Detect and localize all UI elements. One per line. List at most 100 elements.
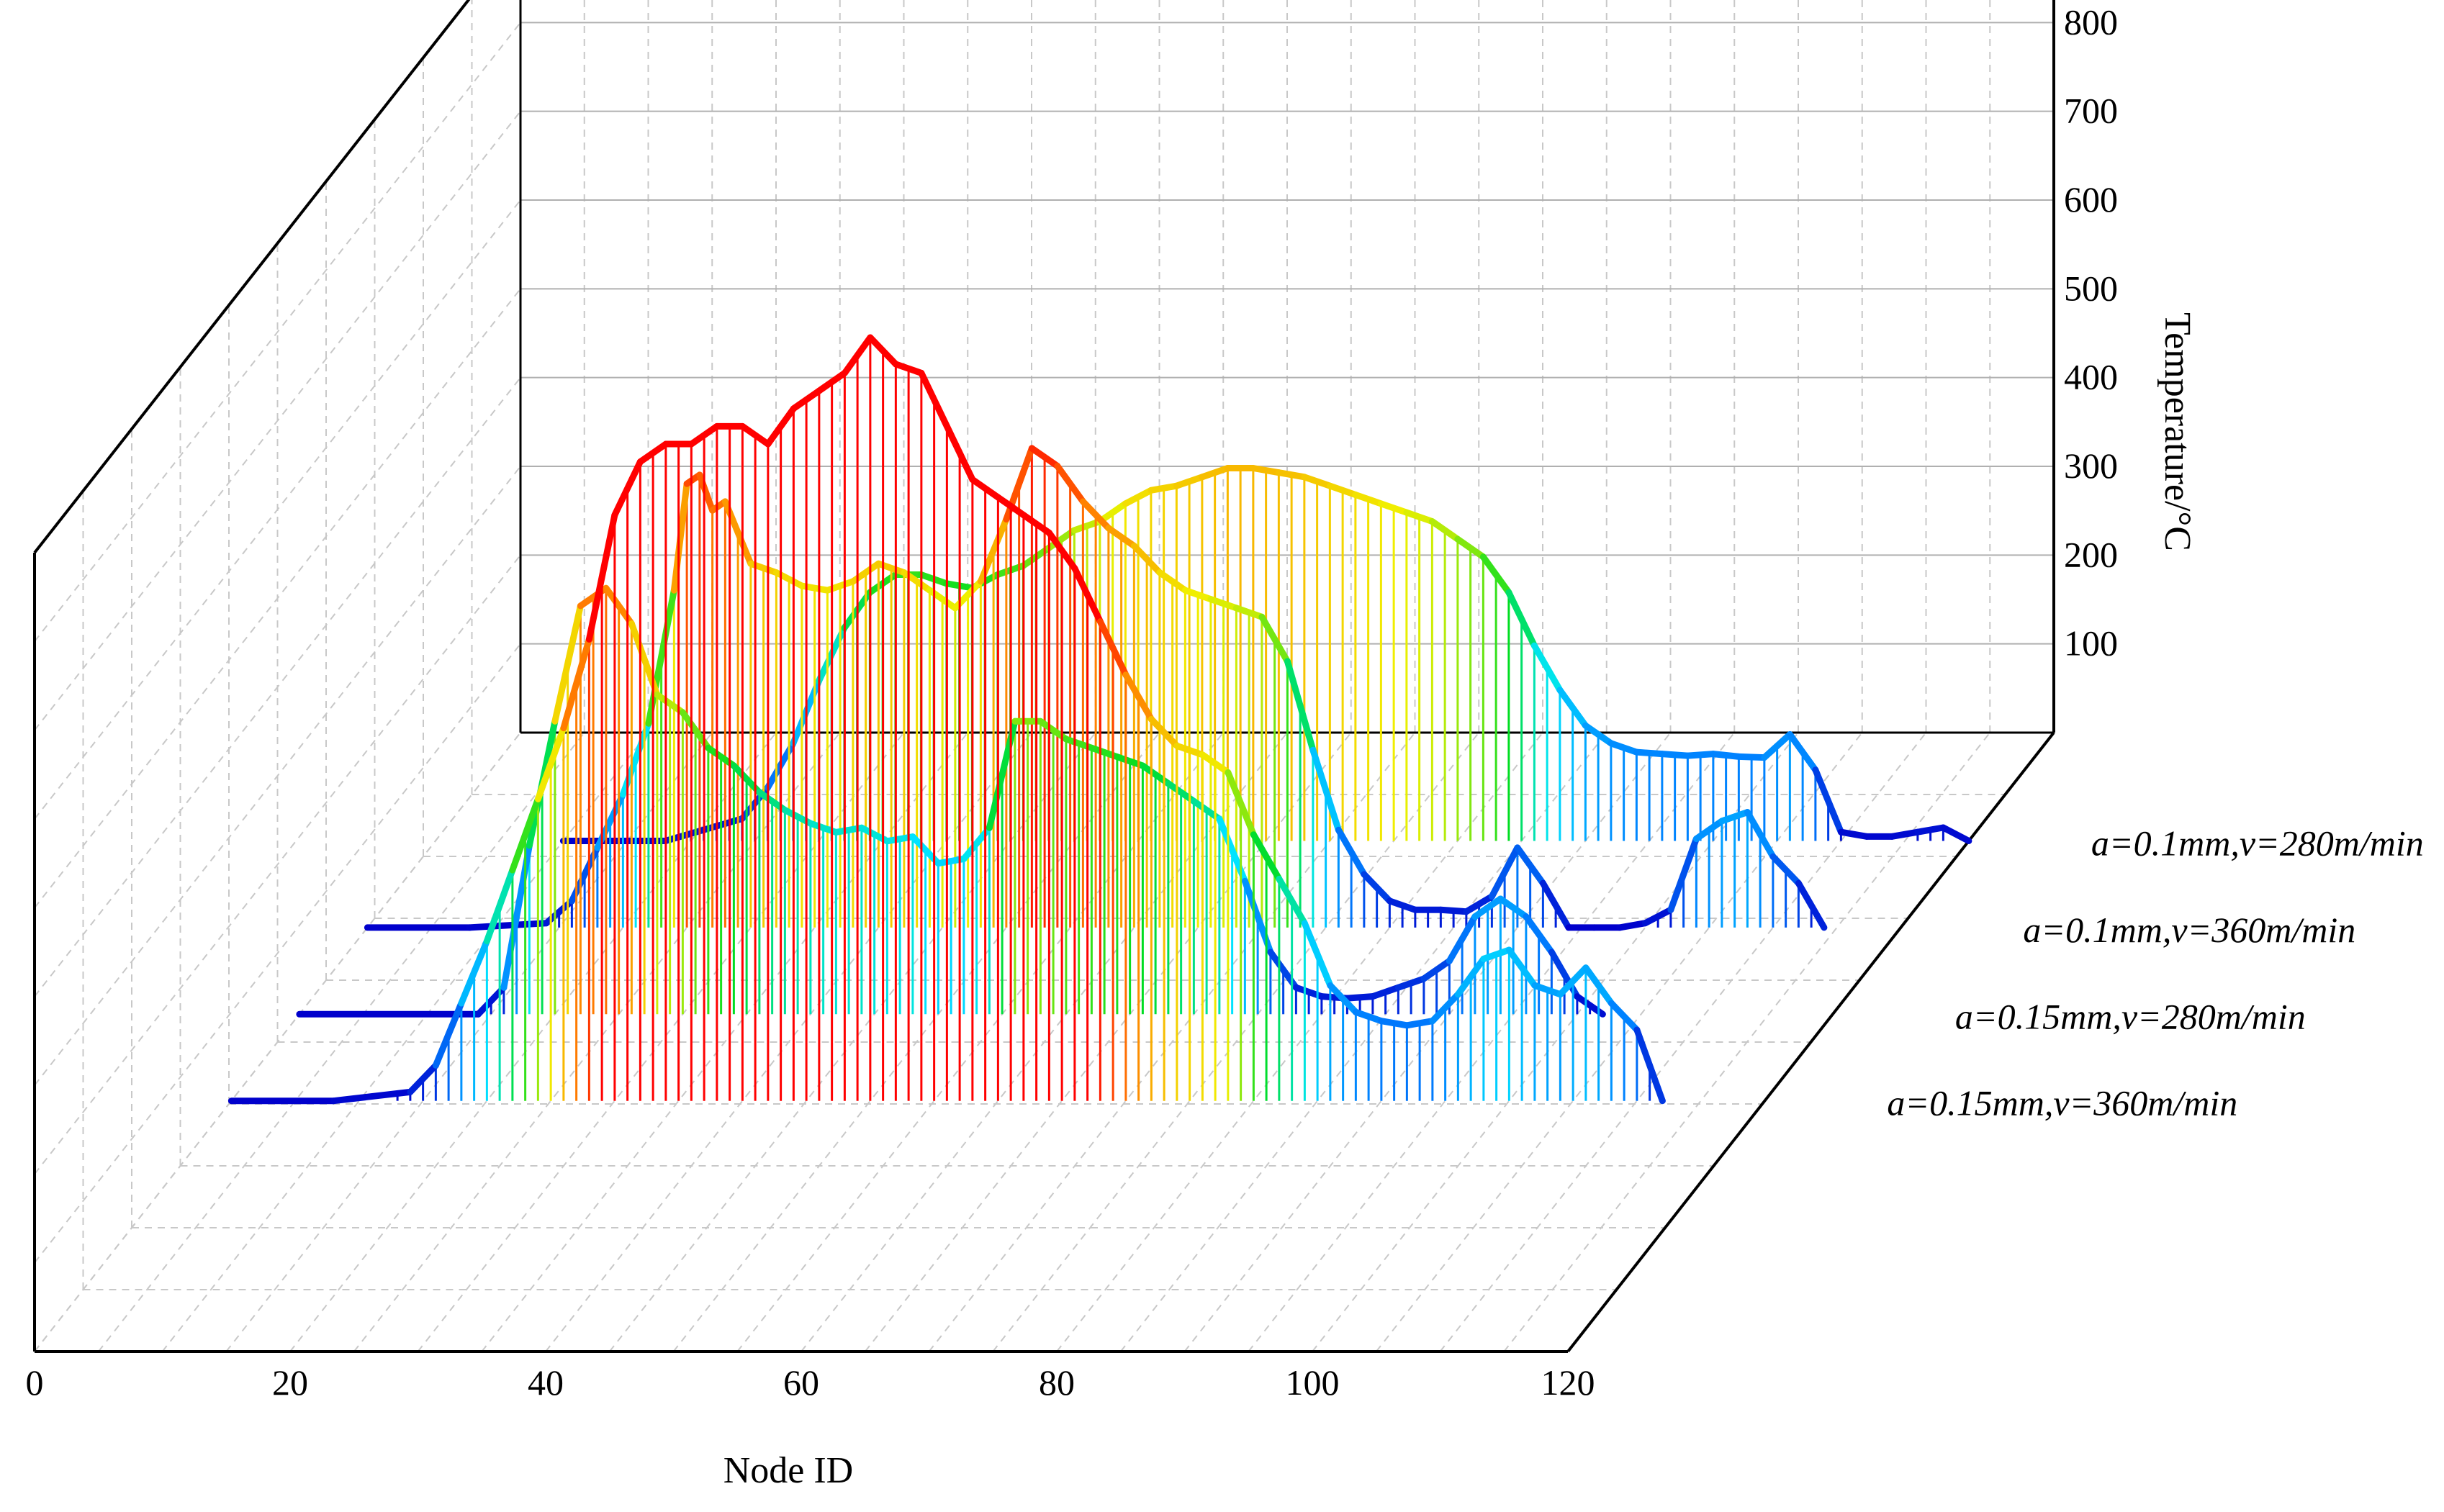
- series-line-segment: [1071, 565, 1104, 625]
- series-line-segment: [1659, 751, 1691, 759]
- series-line-segment: [1352, 492, 1384, 507]
- series-line-segment: [1812, 766, 1844, 836]
- series-line-segment: [1437, 906, 1470, 915]
- series-line-segment: [1309, 746, 1342, 833]
- series-line-segment: [1386, 897, 1419, 913]
- floor-grid-line: [97, 732, 585, 1352]
- series-line-segment: [1199, 751, 1232, 776]
- series-line-segment: [1378, 1018, 1410, 1029]
- series-line-segment: [1556, 687, 1589, 729]
- series-line-segment: [994, 494, 1027, 519]
- series-line-segment: [1250, 831, 1283, 882]
- series-line-segment: [1377, 500, 1410, 516]
- x-tick-label: 0: [26, 1362, 44, 1403]
- series-label: a=0.15mm,v=360m/min: [1887, 1083, 2237, 1123]
- series-line-segment: [1173, 474, 1206, 489]
- left-wall-grid-line: [34, 22, 521, 642]
- series-line-segment: [1582, 722, 1615, 747]
- series-line-segment: [1939, 824, 1972, 844]
- series-line-segment: [1633, 1026, 1666, 1105]
- series-line-segment: [1641, 906, 1674, 927]
- series-line-segment: [1428, 518, 1461, 543]
- series-line-segment: [1684, 751, 1717, 759]
- series-line-segment: [1276, 875, 1308, 927]
- series-line-segment: [1667, 836, 1700, 913]
- series-line-segment: [1079, 498, 1112, 532]
- series-line-segment: [687, 422, 721, 448]
- series-line-segment: [1207, 596, 1240, 612]
- series-line-segment: [1633, 748, 1666, 758]
- series-line-segment: [560, 635, 592, 732]
- series-line-segment: [1786, 731, 1819, 774]
- series-line-segment: [1343, 993, 1376, 1002]
- series-line-segment: [765, 405, 797, 448]
- series-line-segment: [1914, 824, 1947, 836]
- series-line-segment: [1369, 984, 1402, 1000]
- series-line-segment: [1096, 618, 1129, 679]
- series-label: a=0.15mm,v=280m/min: [1955, 996, 2306, 1036]
- series-line-segment: [1761, 731, 1793, 761]
- series-line-segment: [1454, 535, 1487, 561]
- series-line-segment: [1045, 529, 1078, 572]
- series-line-segment: [867, 334, 899, 368]
- series-line-segment: [1505, 946, 1538, 989]
- series-line-segment: [1250, 465, 1282, 476]
- series-line-segment: [1284, 658, 1317, 753]
- series-line-segment: [1531, 982, 1564, 998]
- series-line-segment: [1173, 742, 1206, 759]
- axis-edge: [33, 0, 471, 554]
- series-line-segment: [1054, 463, 1086, 505]
- series-line-segment: [1539, 879, 1572, 931]
- x-tick-label: 120: [1541, 1362, 1595, 1403]
- series-line-segment: [1258, 613, 1291, 665]
- series-line-segment: [1275, 469, 1308, 481]
- series-line-segment: [739, 422, 772, 448]
- floor-grid-line: [1248, 732, 1736, 1352]
- series-line-segment: [1556, 964, 1589, 998]
- floor-grid-line: [1183, 732, 1672, 1352]
- series-label: a=0.1mm,v=280m/min: [2091, 823, 2424, 864]
- z-tick-label: 400: [2064, 357, 2118, 397]
- floor-grid-line: [1119, 732, 1607, 1352]
- left-wall-grid-line: [34, 554, 521, 1174]
- series-line-segment: [1505, 589, 1538, 649]
- floor-grid-line: [992, 732, 1480, 1352]
- series-line-segment: [816, 369, 848, 394]
- x-tick-label: 60: [783, 1362, 819, 1403]
- series-line-segment: [1361, 871, 1393, 905]
- series-line-segment: [534, 725, 567, 802]
- series-line-segment: [1463, 893, 1495, 915]
- series-line-segment: [1795, 879, 1828, 931]
- floor-grid-line: [417, 732, 905, 1352]
- series-line-segment: [1429, 991, 1461, 1025]
- left-wall-grid-line: [34, 288, 521, 908]
- series-line-segment: [466, 920, 550, 931]
- z-tick-label: 100: [2064, 623, 2118, 664]
- series-line-segment: [1479, 553, 1512, 596]
- z-tick-label: 700: [2064, 91, 2118, 131]
- series-line-segment: [1837, 828, 1870, 840]
- series-line-segment: [1156, 569, 1189, 594]
- series-layer: [227, 334, 1972, 1105]
- series-line-segment: [1301, 474, 1333, 489]
- x-tick-label: 100: [1286, 1362, 1340, 1403]
- series-line-segment: [1523, 913, 1555, 956]
- series-line-segment: [1130, 543, 1163, 576]
- series-line-segment: [483, 866, 516, 945]
- series-line-segment: [1607, 740, 1640, 756]
- series-group: [364, 445, 1828, 931]
- series-line-segment: [1769, 853, 1802, 887]
- left-wall-grid-line: [34, 466, 521, 1086]
- series-line-segment: [407, 1061, 439, 1095]
- series-group: [296, 584, 1606, 1018]
- series-line-segment: [790, 387, 823, 412]
- series-line-segment: [943, 422, 976, 483]
- series-line-segment: [585, 512, 618, 643]
- floor-grid-line: [289, 732, 777, 1352]
- series-line-segment: [1454, 955, 1487, 998]
- z-tick-label: 200: [2064, 534, 2118, 574]
- series-line-segment: [1096, 500, 1129, 525]
- series-line-segment: [1147, 482, 1180, 494]
